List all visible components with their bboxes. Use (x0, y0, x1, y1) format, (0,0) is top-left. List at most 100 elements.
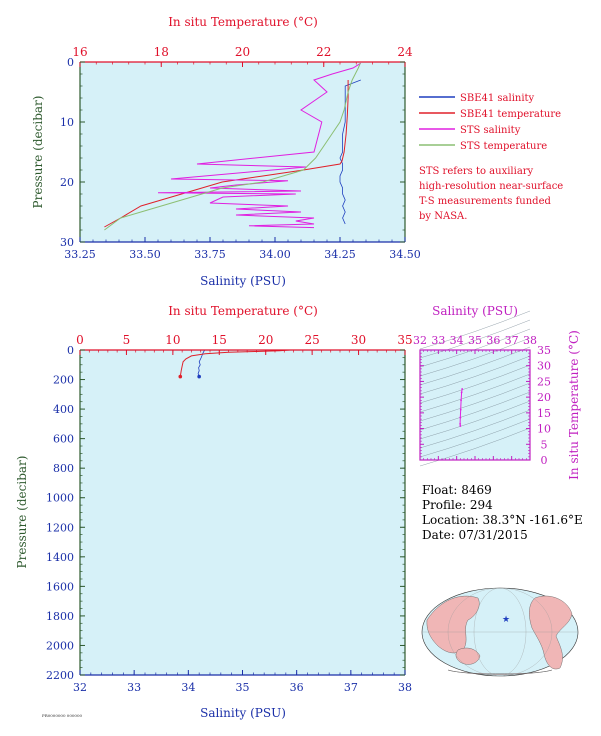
ts-point (459, 416, 462, 419)
ts-plot-area (420, 350, 530, 460)
continent-asia (426, 595, 480, 654)
temperature-tick-label: 15 (212, 333, 227, 347)
series-line-sts-temperature (104, 63, 361, 231)
temperature-tick-label: 10 (165, 333, 180, 347)
pressure-tick-label: 10 (60, 116, 74, 129)
bottom-salinity-axis-label: Salinity (PSU) (200, 706, 286, 720)
sts-note-line: T-S measurements funded (419, 196, 551, 207)
ts-panel: 32 33 34 35 36 37 38 0 5 10 15 20 25 30 35 Salinity (P… (413, 304, 581, 480)
series-line-sbe41-temperature (104, 80, 349, 228)
density-contour (419, 409, 531, 449)
legend-item-sts-temperature: STS temperature (419, 141, 547, 152)
temperature-tick-label: 35 (397, 333, 412, 347)
temperature-tick-label: 20 (258, 333, 273, 347)
salinity-tick-label: 33.25 (64, 248, 96, 261)
pressure-tick-label: 1000 (46, 492, 74, 505)
ts-temperature-tick-label: 0 (541, 454, 548, 467)
legend-item-sbe-temperature: SBE41 temperature (419, 109, 561, 120)
ts-salinity-tick-label: 37 (505, 334, 519, 347)
pressure-tick-label: 0 (67, 56, 74, 69)
temperature-tick-label: 24 (397, 45, 413, 59)
density-contour (419, 310, 531, 350)
legend-label: SBE41 temperature (460, 109, 561, 120)
ts-point (461, 388, 464, 390)
legend-item-sbe-salinity: SBE41 salinity (419, 93, 535, 104)
sts-note-line: STS refers to auxiliary (419, 166, 534, 177)
series-line-sbe41-temperature (179, 349, 290, 377)
ts-temperature-tick-label: 5 (541, 438, 548, 451)
ts-temperature-tick-label: 15 (537, 407, 551, 420)
pressure-tick-label: 1800 (46, 610, 74, 623)
pressure-tick-label: 800 (53, 462, 74, 475)
density-contour (419, 418, 531, 458)
legend-item-sts-salinity: STS salinity (419, 125, 521, 136)
ts-salinity-tick-label: 33 (431, 334, 445, 347)
sts-note-line: high-resolution near-surface (419, 181, 563, 192)
pressure-tick-label: 0 (67, 344, 74, 357)
ts-point (460, 399, 462, 402)
map-graticule (422, 587, 578, 677)
legend-label: SBE41 salinity (460, 93, 535, 104)
continent-americas (529, 595, 573, 670)
salinity-tick-label: 33.75 (194, 248, 226, 261)
ts-salinity-tick-label: 35 (468, 334, 482, 347)
temperature-tick-label: 0 (76, 333, 84, 347)
ts-salinity-tick-label: 32 (413, 334, 427, 347)
ts-temperature-tick-label: 25 (537, 375, 551, 388)
profile-date: Date: 07/31/2015 (422, 528, 528, 542)
temperature-end-marker (178, 374, 183, 379)
top-panel: 33.25 33.50 33.75 34.00 34.25 34.50 16 18 20 22 24… (31, 15, 421, 288)
continent-antarctica (447, 669, 553, 675)
top-plot-marks (104, 62, 362, 231)
legend: SBE41 salinity SBE41 temperature STS sal… (419, 93, 561, 152)
density-contour (419, 382, 531, 422)
bottom-plot-axes: 32 33 34 35 36 37 38 0 5 10 15 20 25 30 35 0 200 400 600 80… (46, 333, 413, 694)
salinity-tick-label: 36 (290, 681, 304, 694)
ts-plot-axes: 32 33 34 35 36 37 38 0 5 10 15 20 25 30 35 (413, 334, 551, 467)
ts-temperature-tick-label: 20 (537, 391, 551, 404)
footer-code: PR0000000 000000 (42, 713, 83, 718)
series-line-sts-salinity (157, 62, 362, 229)
pressure-tick-label: 1400 (46, 551, 74, 564)
pressure-tick-label: 30 (60, 236, 74, 249)
salinity-tick-label: 35 (236, 681, 250, 694)
temperature-tick-label: 30 (351, 333, 366, 347)
salinity-end-marker (197, 374, 201, 379)
ts-point (460, 391, 463, 394)
sts-note-line: by NASA. (419, 211, 467, 222)
location: Location: 38.3°N -161.6°E (422, 513, 583, 527)
ts-temperature-tick-label: 10 (537, 423, 551, 436)
bottom-pressure-axis-label: Pressure (decibar) (15, 456, 29, 569)
ts-point (459, 408, 462, 411)
density-contour (419, 400, 531, 440)
location-map: ★ (421, 587, 579, 677)
pressure-tick-label: 2000 (46, 639, 74, 652)
salinity-tick-label: 37 (344, 681, 358, 694)
ts-plot-marks (459, 388, 464, 427)
ts-salinity-axis-label: Salinity (PSU) (432, 304, 518, 318)
salinity-tick-label: 32 (73, 681, 87, 694)
temperature-tick-label: 25 (305, 333, 320, 347)
salinity-tick-label: 34 (181, 681, 195, 694)
density-contour (419, 391, 531, 431)
top-pressure-axis-label: Pressure (decibar) (31, 96, 45, 209)
pressure-tick-label: 1600 (46, 580, 74, 593)
salinity-tick-label: 34.50 (389, 248, 421, 261)
bottom-panel: 32 33 34 35 36 37 38 0 5 10 15 20 25 30 35 0 200 400 600 80… (15, 304, 413, 720)
bottom-plot-marks (178, 349, 290, 379)
ts-point (459, 425, 462, 427)
top-plot-area (80, 62, 405, 242)
pressure-tick-label: 20 (60, 176, 74, 189)
series-line-sbe41-salinity (339, 79, 361, 225)
density-contour (419, 319, 531, 359)
map-land (426, 595, 573, 675)
pressure-tick-label: 1200 (46, 521, 74, 534)
pressure-tick-label: 200 (53, 374, 74, 387)
temperature-tick-label: 5 (123, 333, 131, 347)
float-location-marker: ★ (502, 615, 510, 625)
ts-temperature-tick-label: 35 (537, 344, 551, 357)
legend-label: STS temperature (460, 141, 547, 152)
top-plot-axes: 33.25 33.50 33.75 34.00 34.25 34.50 16 18 20 22 24… (60, 45, 421, 261)
bottom-temperature-axis-label: In situ Temperature (°C) (168, 304, 318, 318)
